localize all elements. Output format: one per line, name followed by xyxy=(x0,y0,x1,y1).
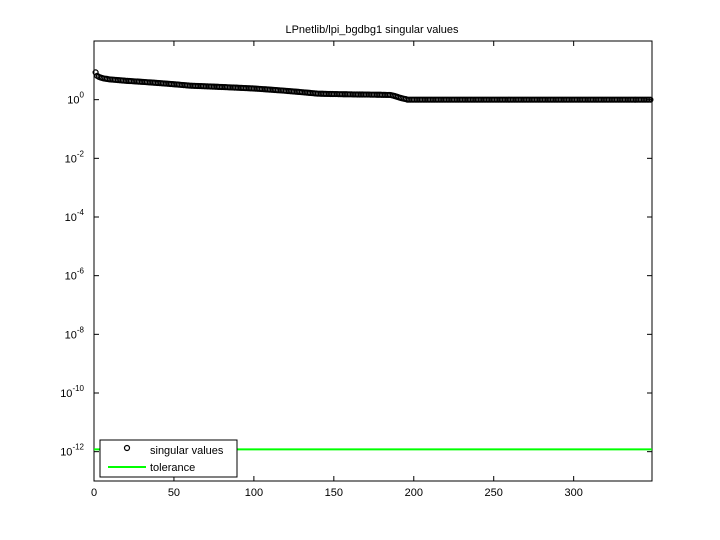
legend-marker xyxy=(123,444,131,452)
x-tick-label: 250 xyxy=(485,487,503,499)
y-tick-label: 10-8 xyxy=(65,325,85,341)
y-tick-label: 10-12 xyxy=(60,443,84,459)
plot-area xyxy=(93,40,653,482)
x-tick-label: 50 xyxy=(168,487,180,499)
x-tick-label: 0 xyxy=(91,487,97,499)
legend-box xyxy=(99,439,238,478)
x-tick-label: 100 xyxy=(245,487,263,499)
legend: singular values tolerance xyxy=(99,439,238,478)
chart-title: LPnetlib/lpi_bgdbg1 singular values xyxy=(285,24,459,36)
y-tick-label: 10-4 xyxy=(65,208,85,224)
x-tick-label: 150 xyxy=(325,487,343,499)
y-tick-label: 100 xyxy=(67,91,84,107)
y-tick-label: 10-2 xyxy=(65,149,85,165)
y-tick-label: 10-10 xyxy=(60,384,84,400)
x-tick-label: 200 xyxy=(405,487,423,499)
data-point xyxy=(647,96,654,103)
legend-label: tolerance xyxy=(150,462,195,474)
x-tick-label: 300 xyxy=(564,487,582,499)
y-tick-label: 10-6 xyxy=(65,267,85,283)
legend-label: singular values xyxy=(150,445,224,457)
data-point xyxy=(92,69,99,76)
